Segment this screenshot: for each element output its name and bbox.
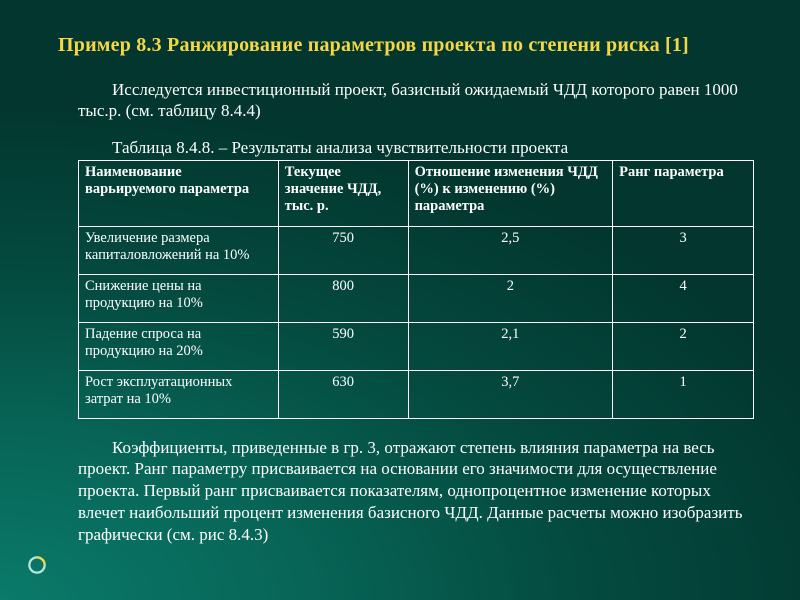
intro-text: Исследуется инвестиционный проект, базис… [78,79,752,122]
cell-npv: 750 [278,226,408,274]
sensitivity-table: Наименование варьируемого параметра Теку… [78,160,754,419]
cell-ratio: 2,5 [408,226,613,274]
cell-rank: 4 [613,274,754,322]
cell-rank: 2 [613,322,754,370]
table-caption: Таблица 8.4.8. – Результаты анализа чувс… [112,138,752,158]
slide-title: Пример 8.3 Ранжирование параметров проек… [58,34,752,57]
col-header-rank: Ранг параметра [613,160,754,226]
col-header-ratio: Отношение изменения ЧДД (%) к изменению … [408,160,613,226]
table-row: Снижение цены на продукцию на 10% 800 2 … [79,274,754,322]
cell-ratio: 3,7 [408,370,613,418]
table-header-row: Наименование варьируемого параметра Теку… [79,160,754,226]
cell-npv: 800 [278,274,408,322]
cell-rank: 1 [613,370,754,418]
cell-name: Падение спроса на продукцию на 20% [79,322,279,370]
cell-name: Снижение цены на продукцию на 10% [79,274,279,322]
bullet-ring-icon [28,556,46,574]
conclusion-text: Коэффициенты, приведенные в гр. 3, отраж… [78,437,752,546]
cell-name: Увеличение размера капиталовложений на 1… [79,226,279,274]
table-row: Увеличение размера капиталовложений на 1… [79,226,754,274]
cell-npv: 590 [278,322,408,370]
cell-name: Рост эксплуатационных затрат на 10% [79,370,279,418]
cell-npv: 630 [278,370,408,418]
col-header-name: Наименование варьируемого параметра [79,160,279,226]
cell-ratio: 2 [408,274,613,322]
cell-ratio: 2,1 [408,322,613,370]
cell-rank: 3 [613,226,754,274]
table-row: Рост эксплуатационных затрат на 10% 630 … [79,370,754,418]
table-row: Падение спроса на продукцию на 20% 590 2… [79,322,754,370]
col-header-npv: Текущее значение ЧДД, тыс. р. [278,160,408,226]
